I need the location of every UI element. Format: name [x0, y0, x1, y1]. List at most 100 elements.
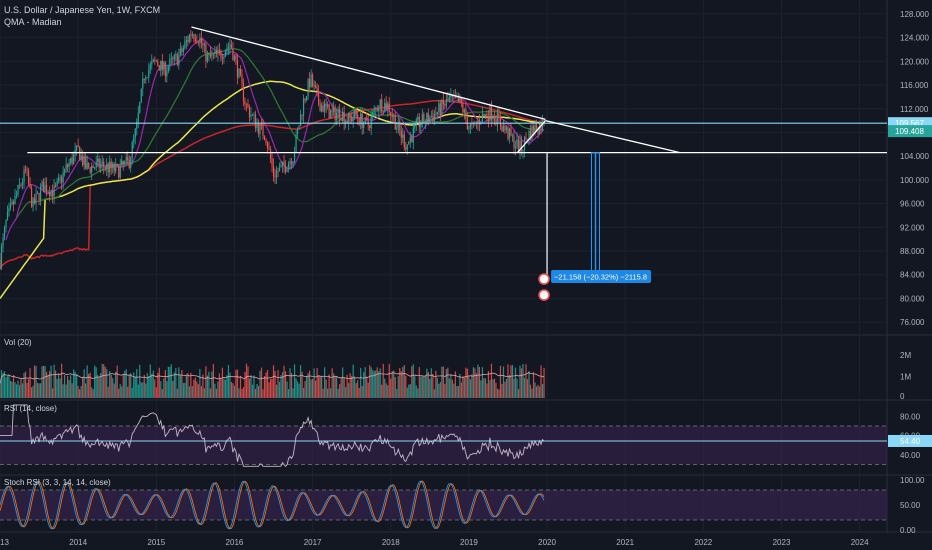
volume-bar — [173, 372, 175, 398]
candle-body — [221, 57, 224, 59]
candle-body — [125, 157, 127, 162]
candle-body — [275, 171, 278, 178]
volume-bar — [68, 380, 70, 398]
volume-bar — [316, 367, 318, 398]
price-tick-label: 128.000 — [900, 10, 929, 19]
volume-bar — [508, 374, 511, 398]
candle-body — [534, 124, 536, 134]
descending-trendline[interactable] — [191, 26, 546, 121]
volume-bar — [143, 374, 145, 398]
volume-bar — [292, 388, 294, 398]
candle-body — [396, 127, 398, 130]
candle-body — [17, 185, 19, 195]
apex-extension-line[interactable] — [545, 119, 681, 154]
volume-bar — [478, 367, 481, 398]
candle-body — [496, 112, 499, 125]
volume-ma-line — [0, 372, 545, 384]
volume-pane[interactable]: Vol (20) — [0, 338, 545, 398]
volume-bar — [244, 371, 246, 398]
volume-bar — [167, 366, 169, 398]
volume-bar — [343, 377, 345, 398]
candle-body — [372, 111, 374, 117]
volume-bar — [352, 364, 354, 398]
volume-bar — [160, 381, 162, 398]
price-tick-label: 100.000 — [900, 176, 929, 185]
volume-bar — [483, 378, 485, 398]
candle-body — [214, 51, 216, 54]
candle-body — [508, 128, 511, 139]
volume-bar — [56, 378, 58, 398]
volume-bar — [35, 365, 37, 398]
price-axis[interactable]: 128.000124.000120.000116.000112.000108.0… — [888, 10, 932, 535]
volume-bar — [11, 381, 13, 398]
volume-bar — [367, 382, 369, 398]
candle-body — [492, 117, 494, 120]
candle-body — [420, 124, 422, 128]
candle-body — [14, 195, 16, 205]
drawings-layer[interactable]: −21.158 (−20.32%) −2115.8 — [0, 26, 887, 301]
volume-bar — [211, 371, 213, 398]
volume-bar — [296, 381, 299, 398]
volume-bar — [39, 383, 42, 398]
candle-body — [257, 124, 260, 134]
candle-body — [71, 157, 73, 164]
volume-bar — [471, 374, 473, 398]
time-axis[interactable]: 2013 2014 2015 2016 2017 2018 2019 2020 2021 2022… — [0, 538, 869, 547]
volume-bar — [185, 374, 187, 398]
volume-bar — [477, 364, 479, 398]
volume-bar — [166, 381, 168, 398]
volume-bar — [366, 376, 368, 398]
target-marker-secondary[interactable] — [538, 289, 550, 301]
volume-bar — [124, 370, 126, 398]
candle-body — [70, 157, 72, 163]
volume-bar — [522, 363, 524, 398]
candle-body — [248, 107, 251, 117]
volume-bar — [311, 378, 314, 398]
candle-body — [393, 115, 395, 117]
volume-bar — [426, 368, 428, 398]
volume-bar — [475, 373, 478, 398]
candle-body — [311, 74, 314, 87]
candle-body — [307, 79, 309, 97]
candle-body — [370, 116, 372, 129]
volume-bar — [91, 387, 93, 398]
candle-body — [268, 148, 270, 150]
candle-body — [79, 146, 81, 161]
volume-bar — [164, 369, 166, 398]
volume-bar — [520, 368, 523, 398]
volume-bar — [394, 377, 396, 398]
rsi-pane[interactable]: RSI (14, close) — [0, 404, 887, 467]
volume-bar — [378, 371, 380, 398]
candle-body — [113, 163, 115, 172]
candle-body — [220, 51, 222, 58]
volume-bar — [340, 377, 342, 398]
candle-body — [48, 192, 51, 197]
candle-body — [284, 165, 287, 172]
candle-body — [23, 169, 25, 183]
volume-bar — [361, 385, 363, 398]
secondary-price-tag[interactable] — [888, 125, 932, 138]
stoch-rsi-pane[interactable]: Stoch RSI (3, 3, 14, 14, close) — [0, 478, 887, 530]
candle-body — [400, 130, 402, 138]
indicator-title: QMA - Madian — [4, 17, 62, 27]
candle-body — [178, 55, 180, 65]
candle-body — [158, 65, 160, 71]
volume-bar — [239, 375, 242, 398]
volume-bar — [304, 380, 306, 398]
volume-bar — [230, 381, 233, 398]
wedge-lower-line[interactable] — [516, 120, 546, 154]
volume-bar — [302, 387, 305, 398]
volume-bar — [451, 379, 453, 398]
candle-body — [360, 113, 362, 125]
volume-bar — [415, 385, 417, 398]
volume-bar — [364, 367, 366, 398]
candle-body — [0, 247, 3, 268]
candle-body — [358, 118, 360, 125]
volume-bar — [206, 375, 208, 398]
price-pane[interactable] — [0, 29, 545, 299]
volume-bar — [336, 376, 338, 398]
candle-body — [179, 48, 181, 56]
target-marker[interactable] — [538, 273, 550, 285]
volume-bar — [453, 383, 455, 398]
